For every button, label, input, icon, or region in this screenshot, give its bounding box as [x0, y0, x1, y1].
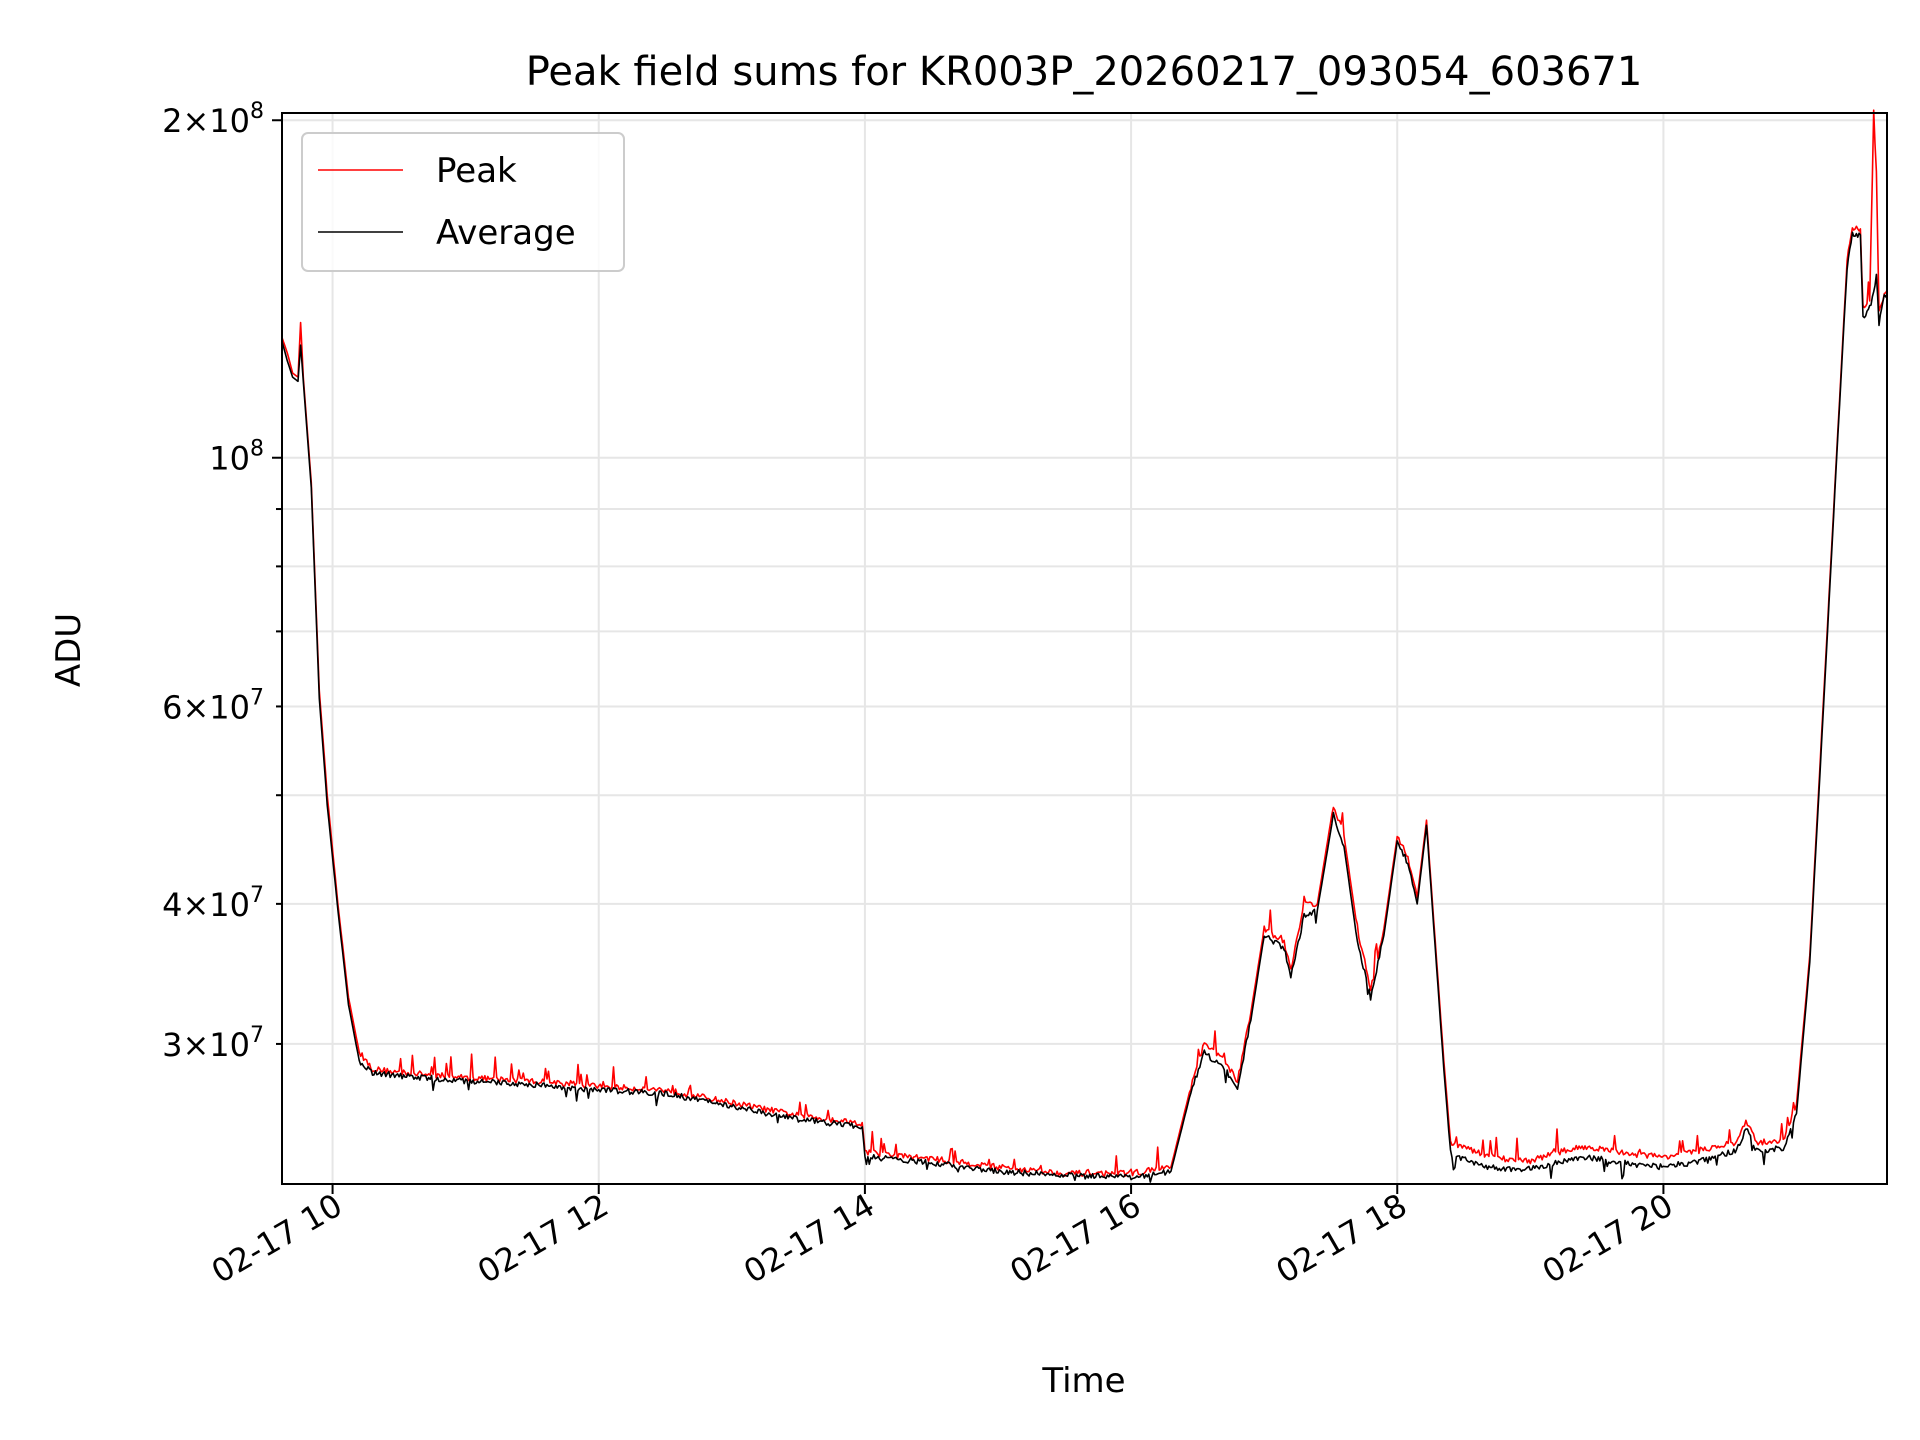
y-major-tick-label: 2×108 [162, 99, 264, 140]
y-axis-ticks: 108 2×108 3×107 4×107 6×107 [162, 99, 282, 1064]
legend-box [301, 132, 625, 272]
y-axis-label: ADU [49, 613, 89, 687]
legend: Peak Average [301, 132, 625, 272]
legend-peak-label: Peak [436, 151, 517, 191]
x-axis-label: Time [1041, 1361, 1125, 1401]
y-minor-tick-label: 3×107 [162, 1023, 264, 1064]
y-major-tick-label: 108 [209, 437, 264, 478]
legend-average-label: Average [436, 213, 576, 253]
y-minor-tick-label: 6×107 [162, 685, 264, 726]
series-line-peak [281, 109, 1888, 1177]
chart-title: Peak field sums for KR003P_20260217_0930… [526, 49, 1643, 95]
plot-series [281, 109, 1888, 1183]
plot-frame [281, 112, 1888, 1185]
y-minor-tick-label: 4×107 [162, 883, 264, 924]
series-line-average [281, 231, 1888, 1183]
grid-lines [282, 113, 1887, 1184]
